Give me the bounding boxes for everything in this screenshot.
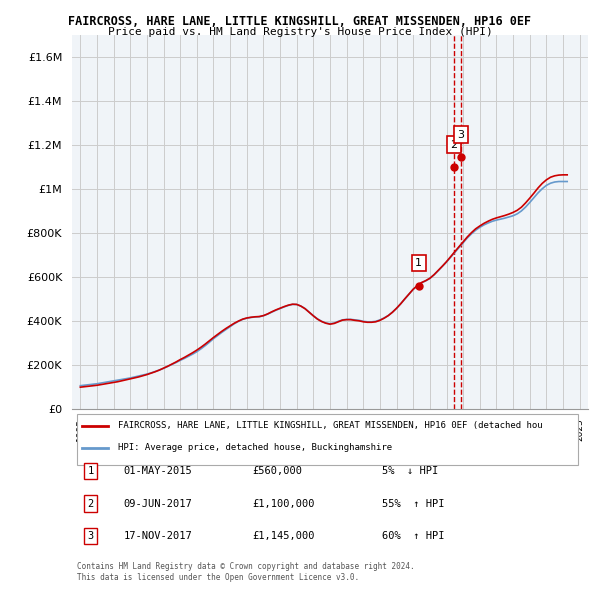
- Text: 1: 1: [415, 258, 422, 268]
- Text: £1,100,000: £1,100,000: [253, 499, 315, 509]
- Text: 3: 3: [88, 531, 94, 541]
- Text: FAIRCROSS, HARE LANE, LITTLE KINGSHILL, GREAT MISSENDEN, HP16 0EF: FAIRCROSS, HARE LANE, LITTLE KINGSHILL, …: [68, 15, 532, 28]
- Text: FAIRCROSS, HARE LANE, LITTLE KINGSHILL, GREAT MISSENDEN, HP16 0EF (detached hou: FAIRCROSS, HARE LANE, LITTLE KINGSHILL, …: [118, 421, 543, 430]
- Text: Contains HM Land Registry data © Crown copyright and database right 2024.: Contains HM Land Registry data © Crown c…: [77, 562, 415, 571]
- Text: 55%  ↑ HPI: 55% ↑ HPI: [382, 499, 444, 509]
- Text: This data is licensed under the Open Government Licence v3.0.: This data is licensed under the Open Gov…: [77, 572, 359, 582]
- Text: £1,145,000: £1,145,000: [253, 531, 315, 541]
- Text: 17-NOV-2017: 17-NOV-2017: [124, 531, 193, 541]
- Text: 5%  ↓ HPI: 5% ↓ HPI: [382, 466, 438, 476]
- Text: 09-JUN-2017: 09-JUN-2017: [124, 499, 193, 509]
- Text: HPI: Average price, detached house, Buckinghamshire: HPI: Average price, detached house, Buck…: [118, 443, 392, 452]
- Text: 2: 2: [88, 499, 94, 509]
- Text: £560,000: £560,000: [253, 466, 302, 476]
- Text: 3: 3: [458, 130, 464, 140]
- Text: Price paid vs. HM Land Registry's House Price Index (HPI): Price paid vs. HM Land Registry's House …: [107, 27, 493, 37]
- Text: 60%  ↑ HPI: 60% ↑ HPI: [382, 531, 444, 541]
- Text: 01-MAY-2015: 01-MAY-2015: [124, 466, 193, 476]
- Text: 2: 2: [450, 140, 457, 149]
- FancyBboxPatch shape: [77, 414, 578, 464]
- Text: 1: 1: [88, 466, 94, 476]
